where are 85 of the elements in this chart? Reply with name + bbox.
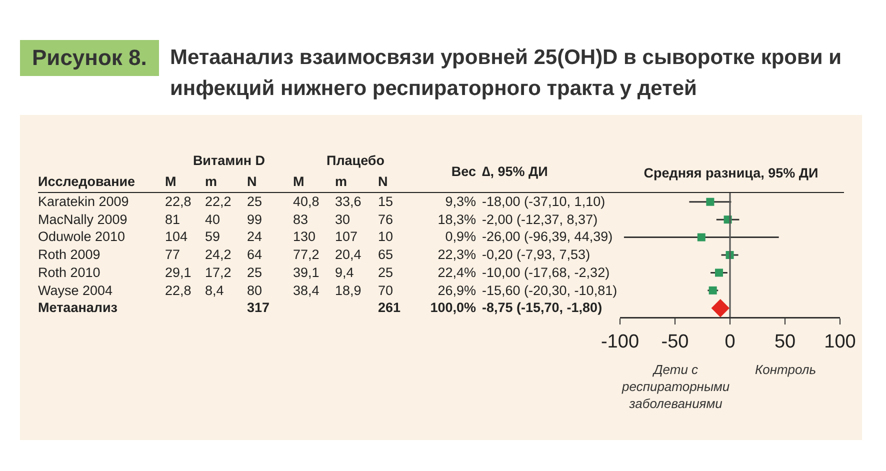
text: Метаанализ — [38, 300, 118, 316]
text: 77,2 — [293, 247, 320, 262]
category-label: Вес — [418, 150, 482, 192]
text: -26,00 (-96,39, 44,39) — [482, 229, 613, 244]
category-label: m — [205, 171, 247, 192]
text: 9,4 — [335, 264, 354, 280]
x-tick-label: 100 — [824, 331, 856, 352]
text: Метаанализ взаимосвязи уровней 25(OH)D в сыворотке крови и инфекций нижнего респираторного тракта у детей — [170, 45, 843, 102]
text: 80 — [247, 282, 262, 298]
text: 22,3% — [438, 247, 476, 262]
point — [706, 198, 714, 206]
text: 24,2 — [205, 247, 232, 262]
text: -8,75 (-15,70, -1,80) — [482, 300, 602, 316]
text: 26,9% — [438, 282, 476, 298]
text: Дети с респираторными заболеваниями — [621, 362, 730, 411]
text: 33,6 — [335, 194, 362, 209]
text: 100,0% — [430, 300, 476, 316]
text: Wayse 2004 — [38, 282, 113, 298]
text: 39,1 — [293, 264, 320, 280]
chart-title: Средняя разница, 95% ДИ — [644, 166, 818, 181]
text: 10 — [378, 229, 394, 244]
text: 59 — [205, 229, 220, 244]
text: 107 — [335, 229, 358, 244]
text: 30 — [335, 212, 350, 227]
text: 77 — [165, 247, 180, 262]
text: 15 — [378, 194, 394, 209]
category-label: Исследование — [38, 171, 165, 192]
text: 25 — [247, 264, 262, 280]
text: 99 — [247, 212, 262, 227]
text: -2,00 (-12,37, 8,37) — [482, 212, 598, 227]
text: 29,1 — [165, 264, 192, 280]
category-label: M — [293, 171, 335, 192]
text: Контроль — [755, 362, 816, 377]
category-label: ∆, 95% ДИ — [482, 150, 632, 192]
text: Karatekin 2009 — [38, 194, 129, 209]
text: 64 — [247, 247, 262, 262]
category-label: N — [378, 171, 418, 192]
category-label: M — [165, 171, 205, 192]
text: 22,4% — [438, 264, 476, 280]
point — [697, 233, 706, 242]
text: 70 — [378, 282, 394, 298]
text: -18,00 (-37,10, 1,10) — [482, 194, 606, 209]
text: -15,60 (-20,30, -10,81) — [482, 282, 618, 298]
text: 130 — [293, 229, 316, 244]
text: 25 — [378, 264, 394, 280]
text: 38,4 — [293, 282, 320, 298]
text: 76 — [378, 212, 394, 227]
x-tick-label: -50 — [661, 331, 689, 352]
text: Roth 2010 — [38, 264, 100, 280]
text: 317 — [247, 300, 270, 316]
text: -0,20 (-7,93, 7,53) — [482, 247, 590, 262]
text: -10,00 (-17,68, -2,32) — [482, 264, 610, 280]
text: 81 — [165, 212, 180, 227]
text: 0,9% — [445, 229, 476, 244]
text: 104 — [165, 229, 188, 244]
text: 9,3% — [445, 194, 476, 209]
text: 17,2 — [205, 264, 232, 280]
x-tick-label: 50 — [774, 331, 796, 352]
text: Oduwole 2010 — [38, 229, 126, 244]
text: 65 — [378, 247, 394, 262]
point — [711, 299, 730, 318]
category-label: m — [335, 171, 378, 192]
text: 40,8 — [293, 194, 320, 209]
text: 18,9 — [335, 282, 362, 298]
text: Roth 2009 — [38, 247, 100, 262]
text: 18,3% — [438, 212, 476, 227]
category-label: N — [247, 171, 293, 192]
point — [708, 286, 717, 294]
text: Рисунок 8. — [20, 40, 159, 76]
text: 25 — [247, 194, 262, 209]
text: 83 — [293, 212, 308, 227]
x-tick-label: -100 — [600, 331, 640, 352]
text: 22,8 — [165, 282, 192, 298]
point — [715, 268, 723, 277]
text: 24 — [247, 229, 262, 244]
text: Плацебо — [325, 152, 386, 170]
text: 261 — [378, 300, 401, 316]
text: 20,4 — [335, 247, 362, 262]
text: 40 — [205, 212, 220, 227]
text: 8,4 — [205, 282, 224, 298]
text: Витамин D — [192, 152, 266, 170]
text: 22,8 — [165, 194, 192, 209]
x-tick-label: 0 — [724, 331, 736, 352]
text: MacNally 2009 — [38, 212, 128, 227]
text: 22,2 — [205, 194, 232, 209]
